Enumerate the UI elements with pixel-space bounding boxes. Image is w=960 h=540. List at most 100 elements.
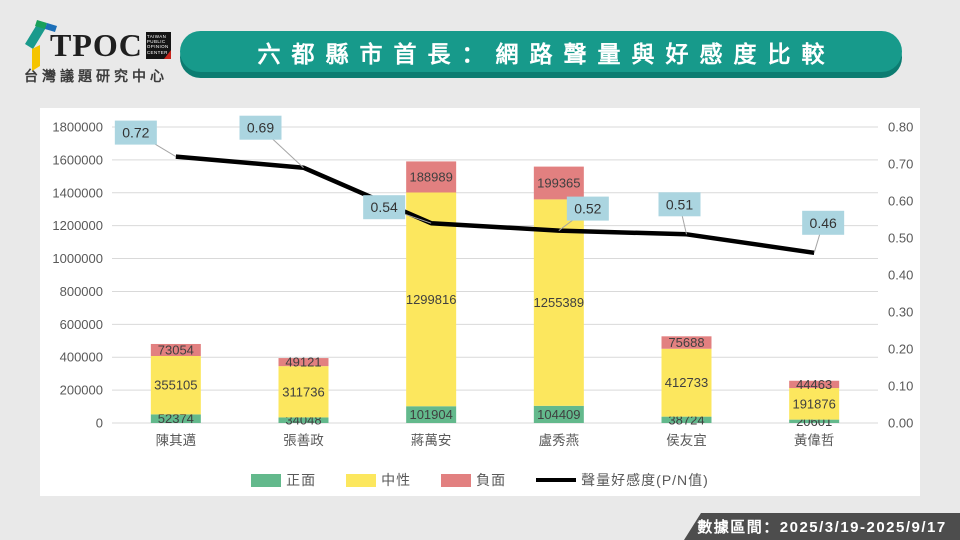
org-name: 台灣議題研究中心: [24, 68, 168, 84]
seal-text-line: PUBLIC: [146, 39, 166, 45]
bar-value-label: 104409: [537, 407, 580, 422]
tpoc-acronym: TPOC: [50, 27, 143, 63]
bar-segment: [533, 405, 584, 423]
bar-value-label: 49121: [285, 355, 321, 370]
bar-value-label: 191876: [792, 396, 835, 411]
bar-segment: [150, 343, 201, 356]
legend-label: 聲量好感度(P/N值): [581, 472, 709, 488]
bar-value-label: 52374: [158, 411, 194, 426]
bar-segment: [150, 414, 201, 423]
bar-segment: [789, 388, 840, 420]
y-axis-label: 1200000: [52, 218, 103, 233]
date-range-text: 數據區間：2025/3/19-2025/9/17: [697, 519, 947, 536]
pn-label-box: [566, 196, 609, 221]
y-axis-label: 1600000: [52, 152, 103, 167]
bar-value-label: 44463: [796, 377, 832, 392]
y2-axis-label: 0.50: [888, 231, 913, 246]
bar-segment: [533, 199, 584, 406]
legend-label: 正面: [286, 472, 317, 488]
y2-axis-label: 0.70: [888, 157, 913, 172]
seal-red-triangle-icon: [163, 50, 171, 59]
bar-value-label: 1255389: [534, 295, 585, 310]
y2-axis-label: 0.10: [888, 379, 913, 394]
bar-segment: [278, 417, 329, 423]
legend-label: 中性: [381, 472, 412, 488]
bar-value-label: 355105: [154, 378, 197, 393]
legend-item: 正面: [251, 470, 316, 490]
category-label: 陳其邁: [156, 433, 197, 448]
comparison-chart: 0 200000 400000 600000 800000 1000000 1200000 1…: [52, 115, 913, 448]
seal-text-line: TAIWAN: [146, 34, 167, 39]
pn-label-box: [363, 195, 406, 220]
pn-value-label: 0.69: [247, 120, 274, 136]
bar-value-label: 311736: [282, 384, 324, 399]
y2-axis-label: 0.00: [888, 416, 913, 431]
bar-segment: [789, 380, 840, 389]
legend-label: 負面: [476, 472, 507, 488]
pn-label-box: [114, 120, 157, 145]
bar-value-label: 188989: [409, 169, 452, 184]
y-axis-label: 1000000: [52, 251, 103, 266]
bar-segment: [661, 416, 712, 423]
date-range-banner: 數據區間：2025/3/19-2025/9/17: [684, 513, 960, 540]
bar-segment: [661, 336, 712, 349]
y2-axis-label: 0.20: [888, 342, 913, 357]
bar-value-label: 412733: [665, 375, 708, 390]
bar-segment: [278, 358, 329, 367]
y2-axis-label: 0.60: [888, 194, 913, 209]
bar-segment: [278, 366, 329, 418]
title-banner: 六都縣市首長：網路聲量與好感度比較: [180, 31, 902, 72]
y2-axis-label: 0.40: [888, 268, 913, 283]
tpoc-logo: TPOC TAIWAN PUBLIC OPINION CENTER 台灣議題研究…: [16, 10, 176, 94]
bar-value-label: 75688: [668, 335, 704, 350]
tpoc-logo-mark-icon: [25, 20, 57, 71]
chart-legend: 正面 中性 負面 聲量好感度(P/N值): [40, 470, 920, 490]
y2-axis-label: 0.30: [888, 305, 913, 320]
legend-item: 中性: [346, 470, 411, 490]
category-label: 黃偉哲: [794, 433, 835, 448]
bar-segment: [406, 161, 457, 193]
legend-line-swatch: [536, 478, 577, 482]
trend-line: [175, 154, 815, 256]
category-label: 侯友宜: [666, 433, 707, 448]
y-axis-label: 600000: [60, 317, 103, 332]
category-label: 張善政: [283, 433, 324, 448]
bar-segment: [406, 192, 457, 407]
tpoc-seal-icon: TAIWAN PUBLIC OPINION CENTER: [145, 32, 171, 59]
bar-value-label: 73054: [158, 342, 194, 357]
pn-label-box: [239, 115, 282, 140]
pn-value-label: 0.72: [122, 125, 149, 141]
pn-value-label: 0.46: [810, 215, 837, 231]
bar-segment: [661, 348, 712, 417]
bar-segment: [533, 166, 584, 200]
bar-segment: [150, 355, 201, 415]
legend-swatch: [251, 473, 282, 487]
pn-value-label: 0.51: [666, 196, 693, 212]
pn-label-box: [658, 192, 701, 217]
legend-swatch: [441, 473, 472, 487]
page-title: 六都縣市首長：網路聲量與好感度比較: [257, 40, 836, 67]
y-axis-label: 800000: [60, 284, 103, 299]
y-axis-label: 200000: [60, 383, 103, 398]
bar-segment: [406, 406, 457, 423]
y-axis-label: 0: [96, 416, 103, 431]
y2-axis-label: 0.80: [888, 120, 913, 135]
bar-value-label: 101904: [409, 407, 452, 422]
legend-swatch: [346, 473, 377, 487]
legend-item: 聲量好感度(P/N值): [536, 470, 709, 490]
seal-text-line: CENTER: [146, 49, 168, 55]
y-axis-label: 1800000: [52, 120, 103, 135]
pn-label-box: [802, 210, 845, 235]
seal-text-line: OPINION: [146, 44, 169, 50]
bar-value-label: 1299816: [406, 292, 457, 307]
bar-value-label: 199365: [537, 175, 580, 190]
bar-segment: [789, 419, 840, 423]
category-label: 盧秀燕: [539, 433, 580, 448]
pn-value-label: 0.54: [371, 199, 398, 215]
legend-item: 負面: [441, 470, 506, 490]
y-axis-label: 400000: [60, 350, 103, 365]
category-label: 蔣萬安: [411, 433, 452, 448]
pn-value-label: 0.52: [574, 201, 601, 217]
y-axis-label: 1400000: [52, 185, 103, 200]
